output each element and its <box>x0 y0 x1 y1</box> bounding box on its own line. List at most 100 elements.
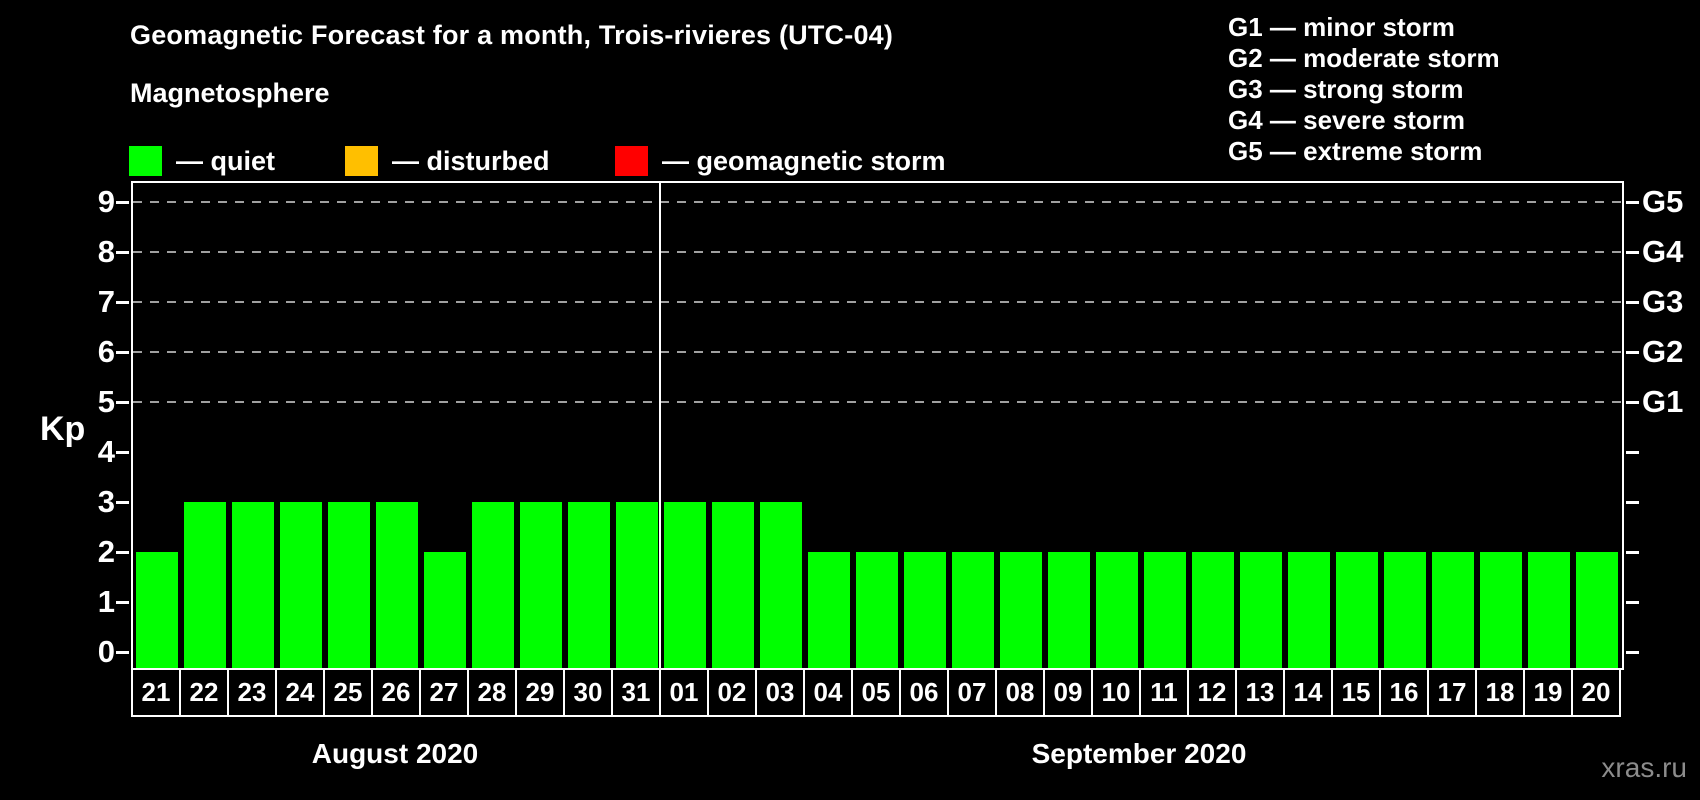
right-tick-kp6 <box>1626 351 1639 354</box>
day-label-13: 13 <box>1235 668 1285 717</box>
gridline-kp8 <box>133 251 1622 253</box>
day-label-20: 20 <box>1571 668 1621 717</box>
legend-item-quiet: — quiet <box>129 146 275 176</box>
left-tick-kp4 <box>116 451 129 454</box>
day-label-14: 14 <box>1283 668 1333 717</box>
y-axis-title: Kp <box>40 410 86 448</box>
g-legend-line: G4 — severe storm <box>1228 105 1466 135</box>
g-legend-line: G3 — strong storm <box>1228 74 1464 104</box>
y-tick-label-8: 8 <box>97 234 115 269</box>
day-label-31: 31 <box>611 668 661 717</box>
legend-label: — quiet <box>176 145 275 176</box>
kp-bar-day-23 <box>232 502 274 668</box>
day-label-11: 11 <box>1139 668 1189 717</box>
day-label-21: 21 <box>131 668 181 717</box>
g-legend-line: G5 — extreme storm <box>1228 136 1483 166</box>
day-label-01: 01 <box>659 668 709 717</box>
day-label-06: 06 <box>899 668 949 717</box>
right-axis-labels: G1 G2 G3 G4 G5 <box>1642 0 1700 800</box>
kp-bar-day-26 <box>376 502 418 668</box>
y-tick-label-0: 0 <box>97 634 115 669</box>
day-label-09: 09 <box>1043 668 1093 717</box>
day-label-12: 12 <box>1187 668 1237 717</box>
day-label-16: 16 <box>1379 668 1429 717</box>
kp-bar-day-28 <box>472 502 514 668</box>
kp-bar-day-14 <box>1288 552 1330 668</box>
right-tick-kp2 <box>1626 551 1639 554</box>
kp-bar-day-07 <box>952 552 994 668</box>
geomagnetic-storm-swatch <box>615 146 648 176</box>
kp-bar-day-05 <box>856 552 898 668</box>
kp-bar-day-02 <box>712 502 754 668</box>
legend-item-disturbed: — disturbed <box>345 146 550 176</box>
day-label-24: 24 <box>275 668 325 717</box>
kp-bar-day-04 <box>808 552 850 668</box>
gridline-kp6 <box>133 351 1622 353</box>
kp-bar-day-30 <box>568 502 610 668</box>
kp-bar-day-10 <box>1096 552 1138 668</box>
day-label-22: 22 <box>179 668 229 717</box>
y-axis-labels: 0 1 2 3 4 5 6 7 8 9 <box>53 0 115 800</box>
legend-label: — geomagnetic storm <box>662 145 946 176</box>
gridline-kp5 <box>133 401 1622 403</box>
day-label-07: 07 <box>947 668 997 717</box>
right-tick-label-G5: G5 <box>1642 184 1684 219</box>
left-tick-kp0 <box>116 651 129 654</box>
day-label-02: 02 <box>707 668 757 717</box>
y-tick-label-1: 1 <box>97 584 115 619</box>
kp-bar-day-17 <box>1432 552 1474 668</box>
day-label-30: 30 <box>563 668 613 717</box>
day-label-17: 17 <box>1427 668 1477 717</box>
g-legend-line: G2 — moderate storm <box>1228 43 1500 73</box>
legend-item-geomagnetic-storm: — geomagnetic storm <box>615 146 946 176</box>
kp-bar-day-24 <box>280 502 322 668</box>
day-label-19: 19 <box>1523 668 1573 717</box>
day-label-28: 28 <box>467 668 517 717</box>
right-tick-label-G4: G4 <box>1642 234 1684 269</box>
kp-bar-day-20 <box>1576 552 1618 668</box>
y-tick-label-4: 4 <box>97 434 115 469</box>
left-tick-kp8 <box>116 251 129 254</box>
right-tick-kp3 <box>1626 501 1639 504</box>
kp-bar-day-09 <box>1048 552 1090 668</box>
day-label-05: 05 <box>851 668 901 717</box>
chart-title: Geomagnetic Forecast for a month, Trois-… <box>130 20 894 50</box>
left-tick-kp1 <box>116 601 129 604</box>
right-tick-kp7 <box>1626 301 1639 304</box>
kp-bar-day-21 <box>136 552 178 668</box>
y-tick-label-6: 6 <box>97 334 115 369</box>
day-label-08: 08 <box>995 668 1045 717</box>
watermark: xras.ru <box>1601 752 1687 783</box>
y-tick-label-2: 2 <box>97 534 115 569</box>
right-tick-kp0 <box>1626 651 1639 654</box>
day-label-26: 26 <box>371 668 421 717</box>
kp-bar-day-08 <box>1000 552 1042 668</box>
kp-bar-day-27 <box>424 552 466 668</box>
day-label-27: 27 <box>419 668 469 717</box>
month-label: September 2020 <box>1031 738 1247 769</box>
kp-bar-day-29 <box>520 502 562 668</box>
chart-subtitle: Magnetosphere <box>130 78 330 108</box>
kp-bar-day-06 <box>904 552 946 668</box>
plot-area <box>116 181 1639 670</box>
gridline-kp7 <box>133 301 1622 303</box>
day-label-29: 29 <box>515 668 565 717</box>
kp-bar-day-16 <box>1384 552 1426 668</box>
day-label-23: 23 <box>227 668 277 717</box>
right-tick-kp1 <box>1626 601 1639 604</box>
g-legend-line: G1 — minor storm <box>1228 12 1455 42</box>
right-tick-label-G2: G2 <box>1642 334 1684 369</box>
quiet-swatch <box>129 146 162 176</box>
y-tick-label-9: 9 <box>97 184 115 219</box>
kp-bar-day-12 <box>1192 552 1234 668</box>
kp-bar-day-01 <box>664 502 706 668</box>
kp-bar-day-18 <box>1480 552 1522 668</box>
day-label-18: 18 <box>1475 668 1525 717</box>
color-legend: — quiet — disturbed — geomagnetic storm <box>0 146 1700 178</box>
gridline-kp9 <box>133 201 1622 203</box>
left-tick-kp2 <box>116 551 129 554</box>
kp-bar-day-19 <box>1528 552 1570 668</box>
kp-bar-day-03 <box>760 502 802 668</box>
disturbed-swatch <box>345 146 378 176</box>
left-tick-kp7 <box>116 301 129 304</box>
